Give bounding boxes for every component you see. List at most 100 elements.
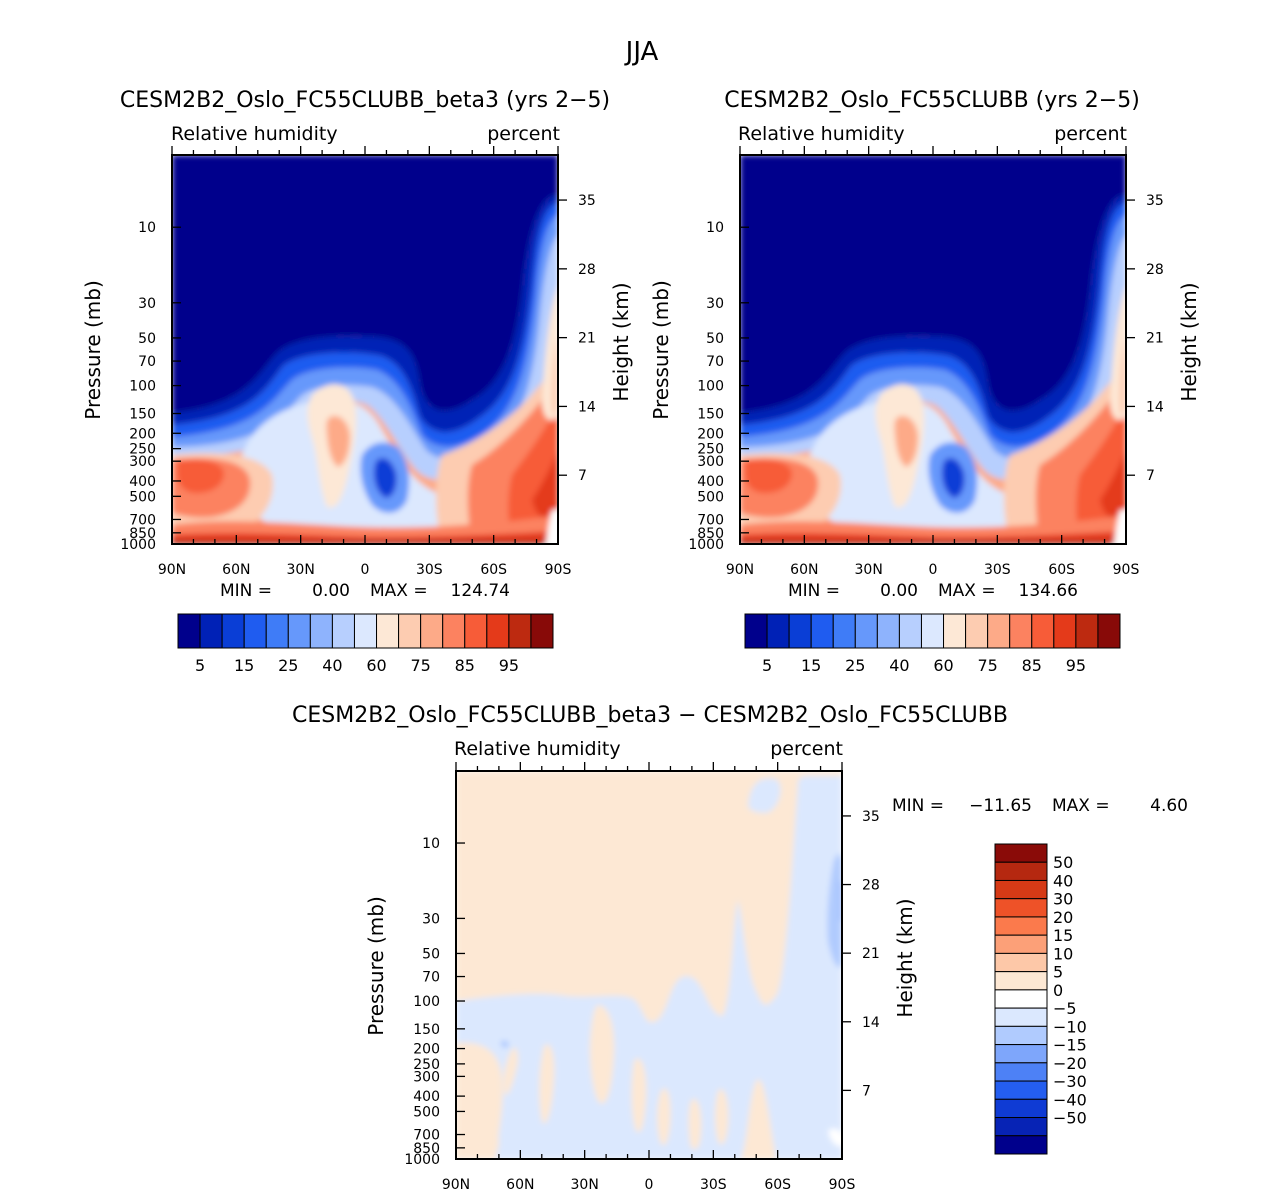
- x-tick-label: 60N: [790, 562, 818, 578]
- colorbar-label: 25: [278, 656, 298, 675]
- colorbar-swatch: [331, 613, 355, 649]
- y-tick-right-label: 28: [862, 878, 880, 894]
- panel-b-max-label: MAX =: [938, 581, 996, 601]
- colorbar-swatch: [994, 989, 1048, 1009]
- panel-b-colorbar: 5 15 25 40 60 75 85 95: [744, 613, 1121, 675]
- colorbar-swatch: [744, 613, 768, 649]
- panel-a-min-label: MIN =: [220, 581, 272, 601]
- y-tick-label: 250: [697, 442, 724, 458]
- x-tick-label: 60N: [222, 562, 250, 578]
- colorbar-label: 20: [1053, 908, 1073, 927]
- y-tick-label: 70: [706, 354, 724, 370]
- colorbar-swatch: [442, 613, 466, 649]
- y-tick-label: 30: [138, 296, 156, 312]
- colorbar-label: −50: [1053, 1109, 1087, 1128]
- panel-b-contours: [740, 155, 1126, 544]
- colorbar-label: 25: [845, 656, 865, 675]
- panel-c: CESM2B2_Oslo_FC55CLUBB_beta3 − CESM2B2_O…: [292, 703, 1188, 1193]
- colorbar-swatch: [309, 613, 333, 649]
- panel-a-max-value: 124.74: [451, 581, 510, 601]
- colorbar-swatch: [965, 613, 989, 649]
- colorbar-label: 60: [366, 656, 386, 675]
- colorbar-swatch: [1009, 613, 1033, 649]
- colorbar-swatch: [1075, 613, 1099, 649]
- page-title: JJA: [624, 37, 659, 67]
- panel-b-variable: Relative humidity: [738, 123, 905, 145]
- colorbar-label: 15: [234, 656, 254, 675]
- y-tick-label: 200: [129, 426, 156, 442]
- y-tick-label: 150: [129, 406, 156, 422]
- panel-a-colorbar: 5 15 25 40 60 75 85 95: [177, 613, 554, 675]
- x-tick-label: 60S: [764, 1177, 791, 1193]
- colorbar-label: 15: [1053, 926, 1073, 945]
- colorbar-swatch: [1053, 613, 1077, 649]
- colorbar-swatch: [486, 613, 510, 649]
- panel-a: CESM2B2_Oslo_FC55CLUBB_beta3 (yrs 2−5) R…: [81, 88, 633, 675]
- y-tick-right-label: 21: [862, 946, 880, 962]
- x-tick-label: 60S: [1048, 562, 1075, 578]
- y-tick-label: 10: [138, 220, 156, 236]
- panel-c-variable: Relative humidity: [454, 738, 621, 760]
- panel-b-max-value: 134.66: [1019, 581, 1078, 601]
- colorbar-swatch: [199, 613, 223, 649]
- y-tick-label: 850: [129, 526, 156, 542]
- panel-a-max-label: MAX =: [370, 581, 428, 601]
- y-tick-right-label: 14: [862, 1015, 880, 1031]
- y-tick-label: 300: [413, 1069, 440, 1085]
- y-tick-right-label: 28: [578, 262, 596, 278]
- colorbar-swatch: [943, 613, 967, 649]
- y-tick-label: 100: [129, 379, 156, 395]
- colorbar-swatch: [265, 613, 289, 649]
- y-tick-label: 400: [129, 474, 156, 490]
- colorbar-swatch: [898, 613, 922, 649]
- panel-a-ylabel: Pressure (mb): [81, 280, 105, 420]
- panel-b-ylabel-right: Height (km): [1177, 282, 1201, 401]
- colorbar-swatch: [876, 613, 900, 649]
- y-tick-label: 150: [697, 406, 724, 422]
- colorbar-swatch: [994, 1098, 1048, 1119]
- colorbar-label: 10: [1053, 944, 1073, 963]
- panel-b-ylabel: Pressure (mb): [649, 280, 673, 420]
- x-tick-label: 90S: [545, 562, 572, 578]
- y-tick-label: 10: [422, 836, 440, 852]
- x-tick-label: 0: [929, 562, 938, 578]
- colorbar-label: 40: [1053, 871, 1073, 890]
- colorbar-swatch: [221, 613, 245, 649]
- y-tick-label: 850: [697, 526, 724, 542]
- x-tick-label: 30S: [416, 562, 443, 578]
- y-tick-label: 70: [138, 354, 156, 370]
- colorbar-swatch: [994, 1044, 1048, 1064]
- colorbar-label: 60: [933, 656, 953, 675]
- y-tick-label: 1000: [120, 537, 156, 553]
- colorbar-label: 40: [889, 656, 909, 675]
- y-tick-label: 100: [697, 379, 724, 395]
- y-tick-label: 1000: [404, 1152, 440, 1168]
- x-tick-label: 0: [645, 1177, 654, 1193]
- panel-a-title: CESM2B2_Oslo_FC55CLUBB_beta3 (yrs 2−5): [120, 88, 610, 113]
- y-tick-label: 50: [422, 946, 440, 962]
- colorbar-label: −20: [1053, 1054, 1087, 1073]
- y-tick-right-label: 35: [1146, 193, 1164, 209]
- colorbar-swatch: [994, 916, 1048, 936]
- colorbar-swatch: [376, 613, 400, 649]
- colorbar-swatch: [398, 613, 422, 649]
- panel-a-min-value: 0.00: [312, 581, 350, 601]
- y-tick-label: 50: [706, 331, 724, 347]
- colorbar-swatch: [994, 898, 1048, 918]
- x-tick-label: 30N: [287, 562, 315, 578]
- colorbar-swatch: [987, 613, 1011, 649]
- panel-a-contours: [172, 155, 558, 544]
- y-tick-label: 700: [697, 512, 724, 528]
- x-tick-label: 90S: [1113, 562, 1140, 578]
- colorbar-swatch: [1097, 613, 1121, 649]
- colorbar-label: 50: [1053, 853, 1073, 872]
- y-tick-label: 700: [413, 1128, 440, 1144]
- colorbar-swatch: [994, 1025, 1048, 1046]
- colorbar-label: 30: [1053, 890, 1073, 909]
- y-tick-right-label: 21: [1146, 331, 1164, 347]
- x-tick-label: 90N: [158, 562, 186, 578]
- colorbar-label: 5: [1053, 963, 1063, 982]
- x-tick-label: 30N: [571, 1177, 599, 1193]
- colorbar-label: 85: [1022, 656, 1042, 675]
